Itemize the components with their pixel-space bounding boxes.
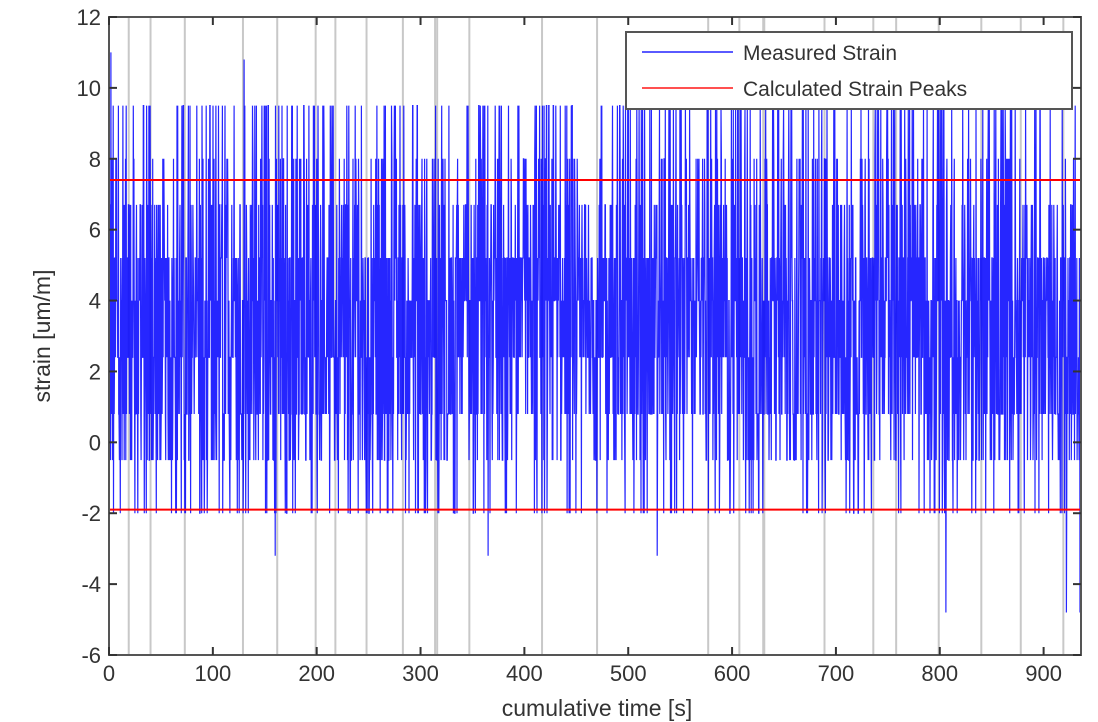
x-tick-label: 400 — [506, 661, 543, 686]
x-tick-label: 100 — [194, 661, 231, 686]
legend-label-measured: Measured Strain — [743, 42, 897, 65]
x-tick-label: 800 — [921, 661, 958, 686]
legend: Measured Strain Calculated Strain Peaks — [625, 31, 1073, 110]
y-tick-label: 12 — [77, 5, 101, 30]
y-tick-label: 8 — [89, 147, 101, 172]
y-tick-label: -4 — [81, 572, 101, 597]
y-tick-label: 4 — [89, 289, 101, 314]
x-tick-label: 200 — [298, 661, 335, 686]
axes-frame — [108, 16, 1082, 656]
x-tick-label: 700 — [818, 661, 855, 686]
y-tick-label: -2 — [81, 501, 101, 526]
axis-ticks: 0 100 200 300 400 500 600 700 800 900 -6 -4 -2 0 2 4 6 8 1… — [77, 5, 1081, 686]
y-tick-label: 2 — [89, 359, 101, 384]
measured-strain-line — [108, 52, 1082, 613]
y-tick-label: 0 — [89, 430, 101, 455]
plot-border — [108, 16, 1082, 656]
x-tick-label: 0 — [103, 661, 115, 686]
x-tick-label: 500 — [610, 661, 647, 686]
x-axis-title: cumulative time [s] — [502, 695, 692, 721]
y-axis-title: strain [um/m] — [29, 270, 55, 403]
x-tick-label: 900 — [1025, 661, 1062, 686]
calculated-strain-peaks-series — [109, 179, 1081, 511]
x-tick-label: 300 — [402, 661, 439, 686]
measured-strain-series — [108, 52, 1082, 613]
y-tick-label: -6 — [81, 643, 101, 668]
y-tick-label: 10 — [77, 76, 101, 101]
y-tick-label: 6 — [89, 218, 101, 243]
legend-box — [625, 31, 1073, 110]
x-tick-label: 600 — [714, 661, 751, 686]
legend-label-peaks: Calculated Strain Peaks — [743, 78, 967, 101]
